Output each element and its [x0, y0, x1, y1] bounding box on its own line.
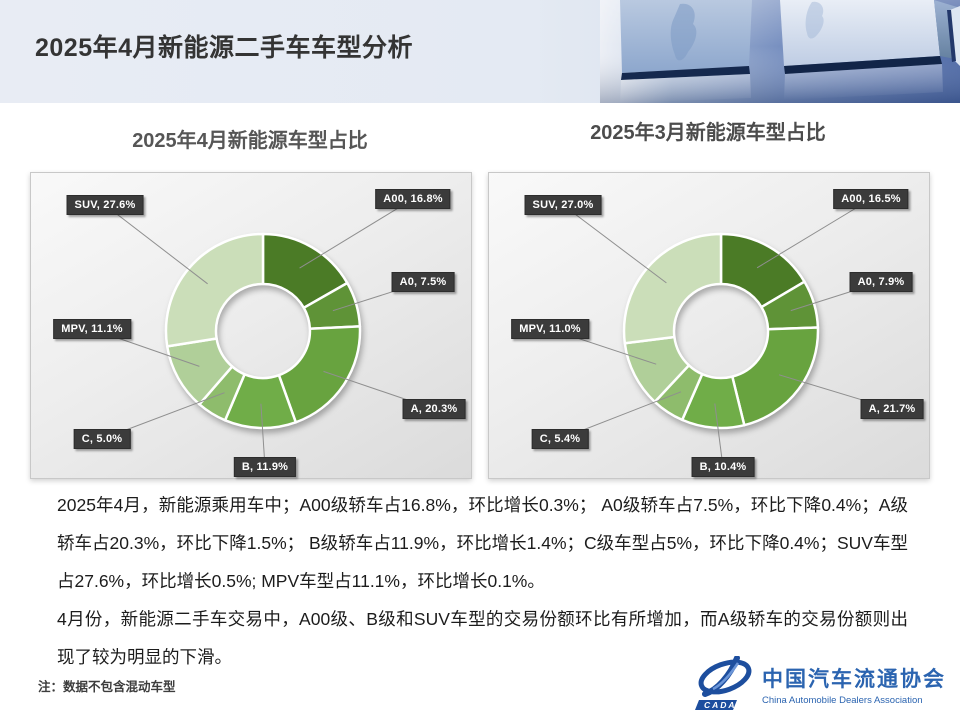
analysis-paragraph-2: 4月份，新能源二手车交易中，A00级、B级和SUV车型的交易份额环比有所增加，而…: [57, 609, 908, 667]
cada-emblem-icon: CADA: [695, 656, 752, 710]
slice-label-b: B, 11.9%: [233, 457, 297, 477]
header-banner: 2025年4月新能源二手车车型分析: [0, 0, 960, 103]
slice-label-a00: A00, 16.5%: [833, 189, 909, 209]
cada-logo: CADA 中国汽车流通协会 China Automobile Dealers A…: [693, 656, 946, 712]
footnote: 注：数据不包含混动车型: [38, 680, 176, 694]
chart-panel-march: A00, 16.5% A0, 7.9% A, 21.7% B, 10.4% C,…: [488, 172, 930, 479]
logo-name-en: China Automobile Dealers Association: [762, 694, 923, 706]
chart-title-april: 2025年4月新能源车型占比: [132, 130, 368, 152]
slice-label-b: B, 10.4%: [691, 457, 755, 477]
chart-panel-april: A00, 16.8% A0, 7.5% A, 20.3% B, 11.9% C,…: [30, 172, 472, 479]
slice-label-c: C, 5.4%: [531, 429, 589, 449]
chart-title-march: 2025年3月新能源车型占比: [590, 122, 826, 144]
page-title: 2025年4月新能源二手车车型分析: [35, 34, 414, 62]
slice-label-suv: SUV, 27.6%: [66, 195, 144, 215]
slice-label-c: C, 5.0%: [73, 429, 131, 449]
slice-label-mpv: MPV, 11.1%: [53, 319, 131, 339]
slice-label-suv: SUV, 27.0%: [524, 195, 602, 215]
slice-label-a0: A0, 7.9%: [849, 272, 913, 292]
slice-label-mpv: MPV, 11.0%: [511, 319, 589, 339]
analysis-text-block: 2025年4月，新能源乘用车中；A00级轿车占16.8%，环比增长0.3%； A…: [57, 486, 908, 676]
logo-name-cn: 中国汽车流通协会: [762, 667, 946, 691]
donut-chart-april: [91, 198, 435, 468]
slice-label-a0: A0, 7.5%: [391, 272, 455, 292]
slice-label-a: A, 21.7%: [860, 399, 924, 419]
analysis-paragraph-1: 2025年4月，新能源乘用车中；A00级轿车占16.8%，环比增长0.3%； A…: [57, 495, 908, 591]
slice-label-a: A, 20.3%: [402, 399, 466, 419]
cada-badge-text: CADA: [704, 700, 737, 710]
header-cubes-graphic: [600, 0, 960, 103]
slice-label-a00: A00, 16.8%: [375, 189, 451, 209]
